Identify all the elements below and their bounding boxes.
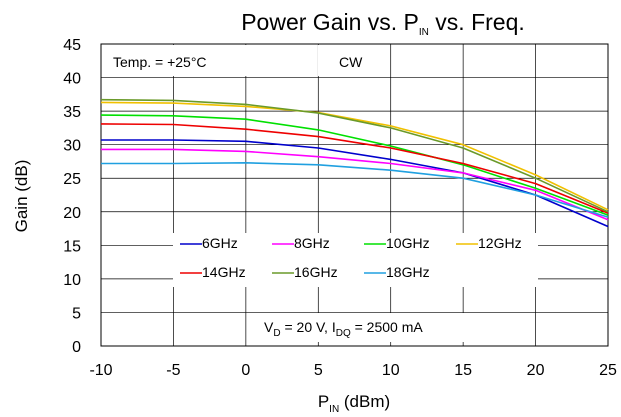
y-tick-label: 20 <box>63 205 81 222</box>
series-line-10GHz <box>100 114 609 216</box>
y-axis-title: Gain (dB) <box>12 160 31 233</box>
mode-annotation-box <box>318 45 378 76</box>
x-axis-title: PIN (dBm) <box>318 392 390 415</box>
chart-title-sub: IN <box>419 27 429 38</box>
temp-annotation-box <box>102 45 247 76</box>
y-tick-label: 35 <box>63 104 81 121</box>
series-lines <box>100 98 609 228</box>
legend-box <box>173 233 538 287</box>
x-axis-title-main: P <box>318 392 329 411</box>
series-line-6GHz <box>101 139 609 228</box>
legend-label-14GHz: 14GHz <box>202 264 246 280</box>
bias-v-val: = 20 V, I <box>281 319 336 335</box>
x-axis-title-tail: (dBm) <box>339 392 390 411</box>
legend-label-16GHz: 16GHz <box>294 264 338 280</box>
chart-title: Power Gain vs. PIN vs. Freq. <box>241 9 525 38</box>
chart-title-tail: vs. Freq. <box>429 9 525 35</box>
series-line-18GHz <box>101 162 609 218</box>
bias-annotation-box <box>258 313 488 342</box>
bias-i-sub: DQ <box>336 328 351 339</box>
y-tick-label: 25 <box>63 171 81 188</box>
bias-v: V <box>264 319 274 335</box>
mode-annotation: CW <box>339 54 363 70</box>
x-tick-labels: -10 -5 0 5 10 15 20 25 <box>89 362 617 379</box>
chart-title-main: Power Gain vs. P <box>241 9 419 35</box>
bias-v-sub: D <box>273 328 280 339</box>
x-tick-label: -10 <box>89 362 112 379</box>
x-tick-label: 20 <box>527 362 545 379</box>
bias-i-val: = 2500 mA <box>351 319 424 335</box>
x-tick-label: 5 <box>314 362 323 379</box>
y-tick-label: 30 <box>63 138 81 155</box>
x-tick-label: -5 <box>166 362 180 379</box>
legend-label-10GHz: 10GHz <box>386 235 430 251</box>
y-tick-label: 5 <box>72 305 81 322</box>
y-tick-labels: 0 5 10 15 20 25 30 35 40 45 <box>63 37 81 356</box>
x-tick-label: 15 <box>454 362 472 379</box>
x-tick-label: 25 <box>599 362 617 379</box>
plot-area <box>100 43 609 347</box>
series-line-12GHz <box>100 101 609 211</box>
y-tick-label: 10 <box>63 272 81 289</box>
x-axis-title-sub: IN <box>329 404 339 415</box>
y-tick-label: 15 <box>63 238 81 255</box>
temp-annotation: Temp. = +25°C <box>113 54 207 70</box>
y-tick-label: 40 <box>63 71 81 88</box>
legend-label-8GHz: 8GHz <box>294 235 330 251</box>
x-tick-label: 0 <box>241 362 250 379</box>
legend-label-6GHz: 6GHz <box>202 235 238 251</box>
bias-annotation: VD = 20 V, IDQ = 2500 mA <box>264 319 423 339</box>
y-tick-label: 0 <box>72 339 81 356</box>
legend-label-12GHz: 12GHz <box>478 235 522 251</box>
series-line-8GHz <box>101 148 609 221</box>
series-line-16GHz <box>100 98 609 213</box>
legend: 6GHz 8GHz 10GHz 12GHz 14GHz 16GHz 18GHz <box>180 235 522 280</box>
y-tick-label: 45 <box>63 37 81 54</box>
x-tick-label: 10 <box>382 362 400 379</box>
series-line-14GHz <box>100 123 609 214</box>
legend-label-18GHz: 18GHz <box>386 264 430 280</box>
